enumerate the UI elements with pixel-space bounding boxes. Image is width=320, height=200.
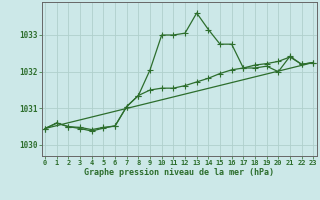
- X-axis label: Graphe pression niveau de la mer (hPa): Graphe pression niveau de la mer (hPa): [84, 168, 274, 177]
